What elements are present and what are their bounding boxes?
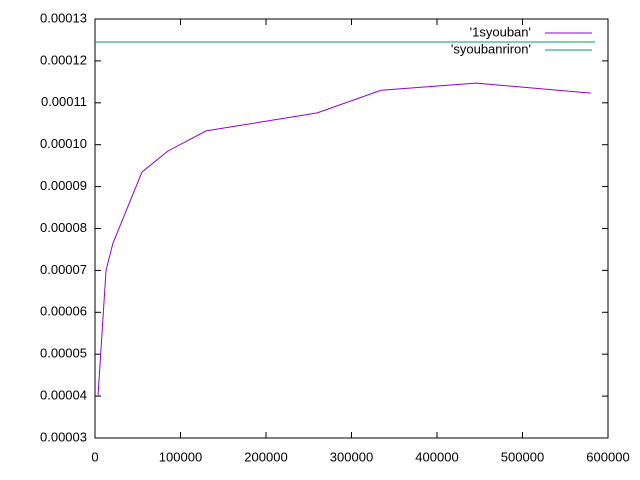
y-tick-label: 0.00005	[40, 346, 87, 361]
y-tick-label: 0.00007	[40, 262, 87, 277]
y-tick-label: 0.00008	[40, 220, 87, 235]
y-tick-label: 0.00004	[40, 388, 87, 403]
plot-frame	[94, 18, 609, 439]
y-tick-label: 0.00013	[40, 10, 87, 25]
x-tick-label: 0	[91, 449, 98, 464]
y-tick-label: 0.00009	[40, 178, 87, 193]
x-tick-label: 200000	[244, 449, 287, 464]
legend-label: 'syoubanriron'	[451, 41, 531, 56]
x-tick-label: 400000	[415, 449, 458, 464]
y-tick-label: 0.00011	[41, 94, 87, 109]
x-tick-label: 600000	[586, 449, 629, 464]
x-tick-label: 100000	[159, 449, 202, 464]
y-tick-label: 0.00003	[40, 429, 87, 444]
x-tick-label: 300000	[330, 449, 373, 464]
x-tick-label: 500000	[501, 449, 544, 464]
y-tick-label: 0.00012	[40, 52, 87, 67]
y-tick-label: 0.00010	[40, 136, 87, 151]
series-line	[97, 82, 591, 397]
y-tick-label: 0.00006	[40, 304, 87, 319]
legend-label: '1syouban'	[470, 24, 531, 39]
